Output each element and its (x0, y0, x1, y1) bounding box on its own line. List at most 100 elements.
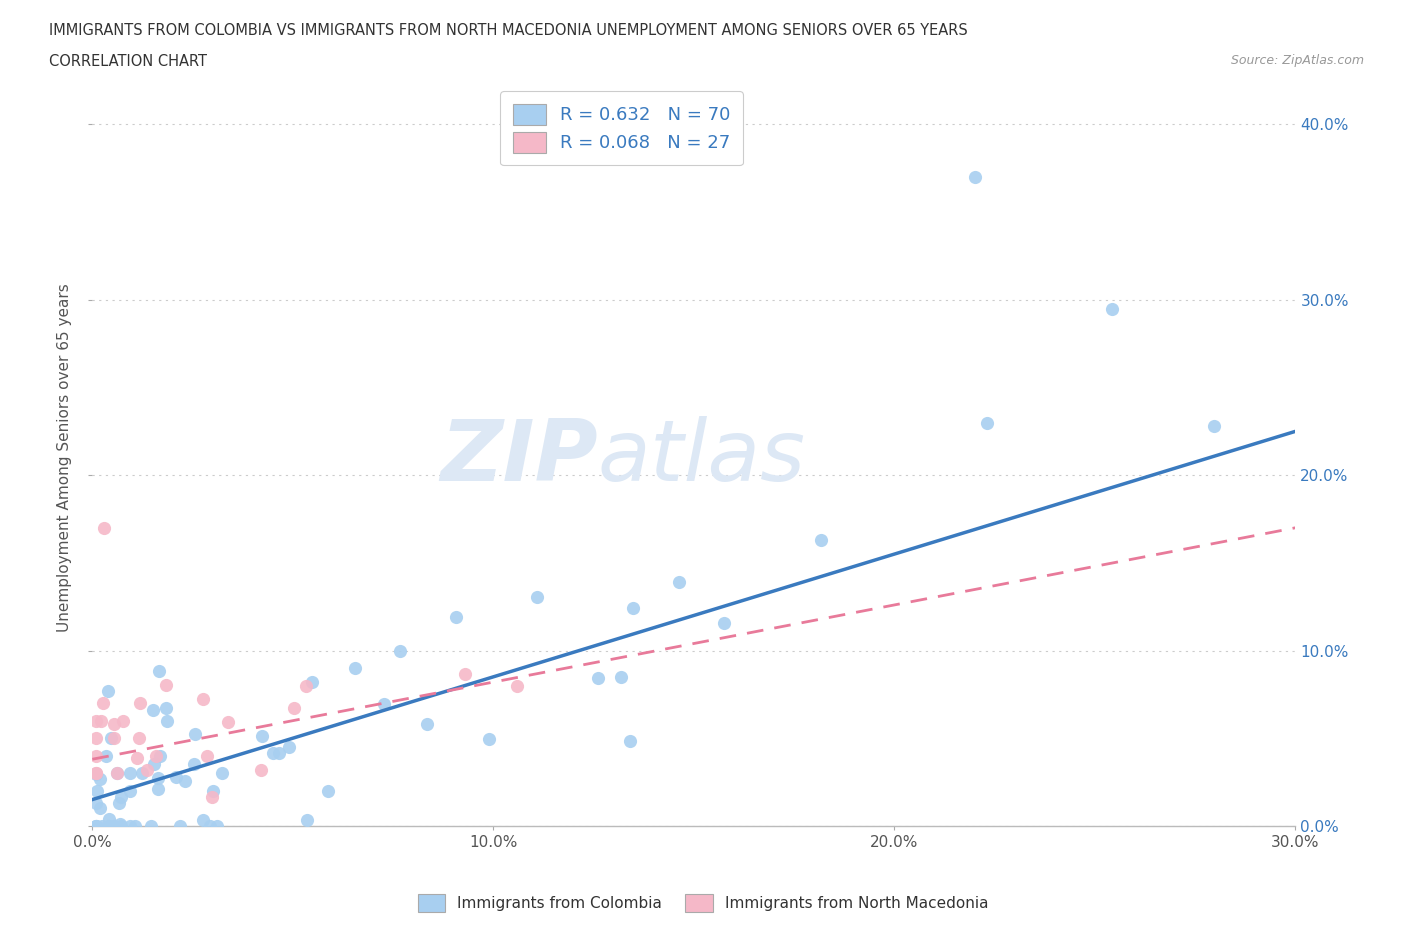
Point (478, 732, 501, 747)
Point (526, 590, 548, 604)
Point (174, 773, 197, 788)
Point (343, 661, 366, 676)
Point (713, 616, 735, 631)
Point (444, 610, 467, 625)
Point (110, 818, 132, 833)
Point (107, 796, 129, 811)
Point (94, 749, 117, 764)
Point (388, 644, 411, 658)
Point (250, 728, 273, 743)
Point (97, 818, 120, 833)
Point (105, 765, 128, 780)
Point (148, 782, 170, 797)
Point (93, 521, 115, 536)
Point (165, 769, 187, 784)
Point (183, 756, 205, 771)
Point (86, 731, 108, 746)
Point (142, 702, 165, 717)
Point (100, 731, 122, 746)
Point (454, 667, 477, 682)
Point (86, 818, 108, 833)
Point (267, 746, 290, 761)
Point (125, 751, 148, 765)
Point (1204, 418, 1226, 433)
Point (202, 783, 225, 798)
Point (108, 817, 131, 831)
Point (89, 801, 111, 816)
Point (91, 696, 114, 711)
Point (120, 783, 142, 798)
Text: Source: ZipAtlas.com: Source: ZipAtlas.com (1230, 54, 1364, 67)
Point (103, 818, 125, 833)
Point (120, 818, 142, 833)
Legend: Immigrants from Colombia, Immigrants from North Macedonia: Immigrants from Colombia, Immigrants fro… (412, 888, 994, 918)
Point (112, 713, 135, 728)
Point (124, 818, 146, 833)
Point (136, 763, 159, 777)
Point (155, 678, 177, 693)
Point (506, 678, 529, 693)
Point (86, 713, 108, 728)
Point (169, 818, 191, 833)
Point (810, 533, 832, 548)
Point (89, 772, 111, 787)
Point (143, 756, 166, 771)
Point (205, 818, 228, 833)
Point (295, 813, 318, 828)
Point (193, 812, 215, 827)
Point (184, 726, 207, 741)
Point (191, 692, 214, 707)
Point (250, 763, 273, 777)
Y-axis label: Unemployment Among Seniors over 65 years: Unemployment Among Seniors over 65 years (58, 284, 72, 632)
Point (145, 749, 167, 764)
Point (86, 818, 108, 833)
Point (118, 765, 141, 780)
Point (103, 731, 125, 746)
Text: IMMIGRANTS FROM COLOMBIA VS IMMIGRANTS FROM NORTH MACEDONIA UNEMPLOYMENT AMONG S: IMMIGRANTS FROM COLOMBIA VS IMMIGRANTS F… (49, 23, 967, 38)
Point (201, 790, 224, 804)
Point (301, 675, 323, 690)
Point (156, 713, 179, 728)
Point (86, 766, 108, 781)
Point (976, 416, 998, 431)
Point (129, 696, 152, 711)
Point (262, 745, 284, 760)
Point (149, 749, 172, 764)
Point (373, 697, 395, 711)
Point (90, 818, 112, 833)
Point (98, 811, 121, 826)
Text: ZIP: ZIP (440, 416, 598, 499)
Point (105, 765, 128, 780)
Point (86, 783, 108, 798)
Point (295, 679, 318, 694)
Point (155, 701, 177, 716)
Point (668, 575, 690, 590)
Point (1101, 301, 1123, 316)
Point (86, 749, 108, 764)
Point (128, 731, 150, 746)
Point (148, 664, 170, 679)
Text: CORRELATION CHART: CORRELATION CHART (49, 54, 207, 69)
Point (609, 670, 631, 684)
Point (195, 749, 218, 764)
Point (110, 790, 132, 804)
Point (211, 765, 233, 780)
Point (86, 818, 108, 833)
Point (86, 795, 108, 810)
Point (963, 169, 986, 184)
Point (97, 684, 120, 698)
Point (98, 818, 121, 833)
Point (86, 765, 108, 780)
Point (103, 717, 125, 732)
Point (148, 771, 170, 786)
Point (86, 765, 108, 780)
Point (318, 783, 340, 798)
Point (141, 818, 163, 833)
Point (621, 601, 644, 616)
Point (131, 765, 153, 780)
Text: atlas: atlas (598, 416, 806, 499)
Point (90, 713, 112, 728)
Point (416, 716, 439, 731)
Legend: R = 0.632   N = 70, R = 0.068   N = 27: R = 0.632 N = 70, R = 0.068 N = 27 (501, 91, 742, 166)
Point (217, 714, 239, 729)
